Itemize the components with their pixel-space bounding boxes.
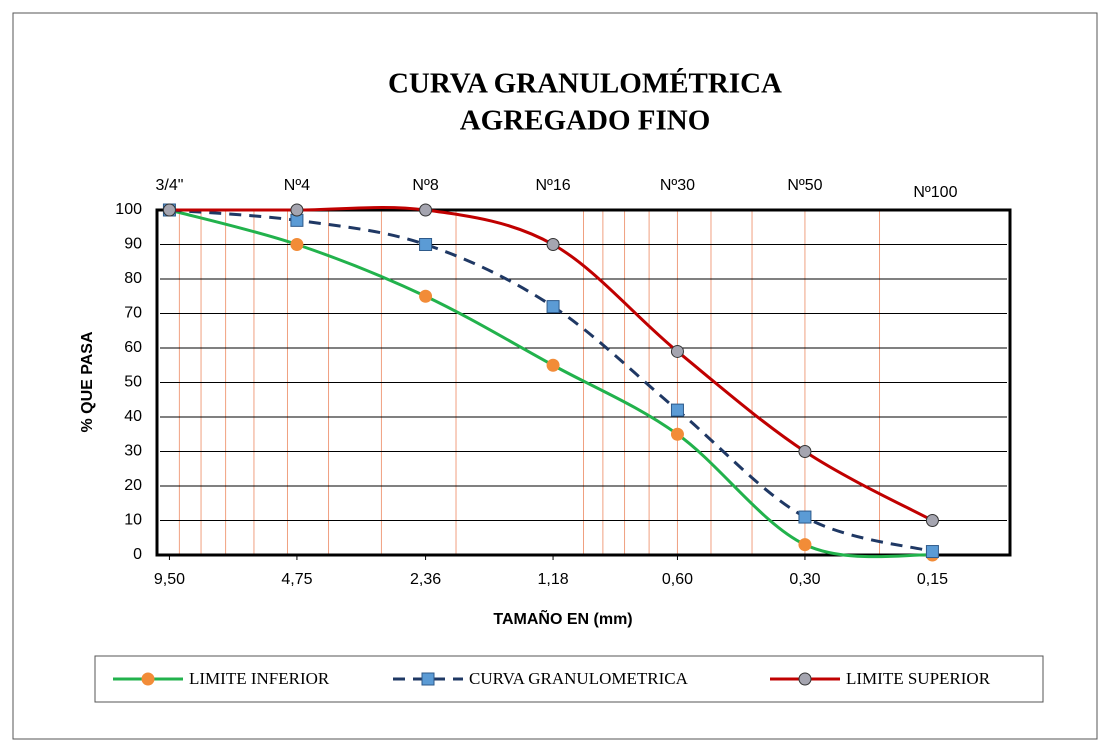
sieve-label: Nº100 xyxy=(913,184,957,201)
y-tick-label: 20 xyxy=(124,477,142,494)
data-point xyxy=(925,514,939,527)
sieve-label: Nº30 xyxy=(660,177,695,194)
legend-label: LIMITE INFERIOR xyxy=(189,669,330,688)
data-point xyxy=(546,358,560,372)
data-point xyxy=(419,238,433,251)
x-axis-label: TAMAÑO EN (mm) xyxy=(493,608,632,628)
x-tick-label: 0,30 xyxy=(789,571,820,588)
legend-marker xyxy=(421,672,435,686)
x-tick-label: 0,15 xyxy=(917,571,948,588)
y-tick-label: 60 xyxy=(124,339,142,356)
data-point xyxy=(670,344,684,358)
y-tick-label: 30 xyxy=(124,443,142,460)
x-tick-label: 9,50 xyxy=(154,571,185,588)
data-point xyxy=(546,238,560,251)
data-point xyxy=(419,289,433,303)
x-tick-label: 4,75 xyxy=(281,571,312,588)
legend-marker xyxy=(141,672,155,686)
data-point xyxy=(290,203,304,217)
legend-label: CURVA GRANULOMETRICA xyxy=(469,669,689,688)
data-point xyxy=(798,445,812,458)
y-tick-label: 90 xyxy=(124,236,142,253)
chart-subtitle: AGREGADO FINO xyxy=(460,105,711,137)
data-point xyxy=(670,427,684,441)
y-tick-label: 70 xyxy=(124,305,142,322)
sieve-label: Nº4 xyxy=(284,177,310,194)
y-tick-label: 80 xyxy=(124,270,142,287)
x-tick-label: 0,60 xyxy=(662,571,693,588)
legend-label: LIMITE SUPERIOR xyxy=(846,669,991,688)
y-tick-label: 100 xyxy=(115,201,142,218)
data-point xyxy=(290,238,304,251)
data-point xyxy=(670,403,684,417)
data-point xyxy=(798,510,812,524)
x-tick-label: 1,18 xyxy=(537,571,568,588)
y-tick-label: 0 xyxy=(133,546,142,563)
y-tick-label: 10 xyxy=(124,512,142,529)
legend-box xyxy=(94,655,1044,703)
sieve-label: 3/4" xyxy=(155,177,183,194)
chart-frame xyxy=(12,12,1098,740)
data-point xyxy=(162,203,176,217)
plot-border xyxy=(155,208,1012,557)
sieve-label: Nº8 xyxy=(412,177,438,194)
x-tick-label: 2,36 xyxy=(410,571,441,588)
chart-title: CURVA GRANULOMÉTRICA xyxy=(388,67,782,100)
data-point xyxy=(546,300,560,314)
sieve-label: Nº50 xyxy=(787,177,822,194)
y-axis-label: % QUE PASA xyxy=(79,331,96,433)
y-tick-label: 50 xyxy=(124,374,142,391)
data-point xyxy=(798,538,812,552)
legend-marker xyxy=(798,672,812,686)
y-tick-label: 40 xyxy=(124,408,142,425)
sieve-label: Nº16 xyxy=(535,177,570,194)
data-point xyxy=(925,545,939,559)
data-point xyxy=(419,203,433,217)
